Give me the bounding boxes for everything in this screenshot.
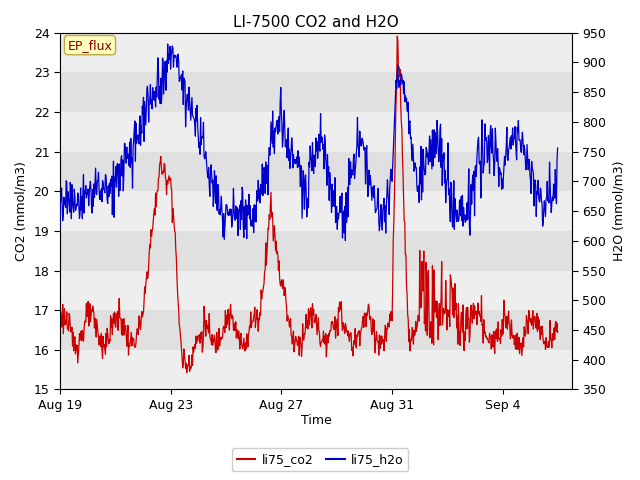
Bar: [60, 231, 572, 271]
Title: LI-7500 CO2 and H2O: LI-7500 CO2 and H2O: [233, 15, 399, 30]
Text: EP_flux: EP_flux: [68, 38, 113, 52]
Y-axis label: H2O (mmol/m3): H2O (mmol/m3): [612, 161, 625, 261]
Bar: [60, 112, 572, 152]
Bar: [60, 72, 572, 112]
Bar: [60, 33, 572, 72]
Bar: [60, 191, 572, 231]
Bar: [60, 271, 572, 310]
Bar: [60, 152, 572, 191]
Bar: [60, 310, 572, 350]
Y-axis label: CO2 (mmol/m3): CO2 (mmol/m3): [15, 161, 28, 261]
Legend: li75_co2, li75_h2o: li75_co2, li75_h2o: [232, 448, 408, 471]
Bar: [60, 350, 572, 389]
X-axis label: Time: Time: [301, 414, 332, 427]
